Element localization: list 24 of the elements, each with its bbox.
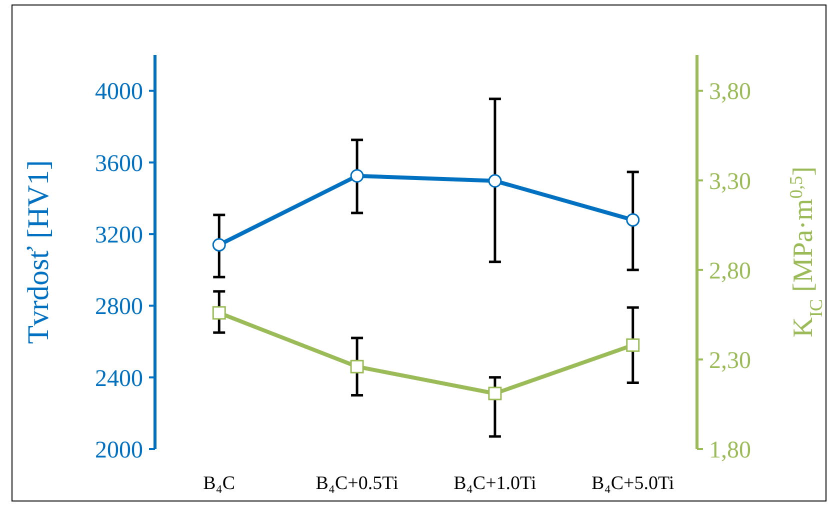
x-tick-label: B₄C+1.0Ti xyxy=(454,473,536,494)
point xyxy=(350,360,364,374)
y-tick-label: 3600 xyxy=(95,150,143,177)
x-tick-label: B₄C+0.5Ti xyxy=(316,473,398,494)
y2-tick-label: 3,80 xyxy=(709,79,751,106)
y-tick-label: 2400 xyxy=(95,366,143,392)
y-tick-label: 3200 xyxy=(95,222,143,248)
y-tick-label: 2000 xyxy=(95,437,143,464)
y2-tick-label: 2,30 xyxy=(709,348,751,374)
y2-tick-label: 1,80 xyxy=(709,437,751,464)
point xyxy=(488,386,502,400)
x-tick-label: B₄C xyxy=(203,473,236,494)
point xyxy=(488,174,502,188)
point xyxy=(626,213,640,227)
y2-tick-label: 2,80 xyxy=(709,258,751,284)
point xyxy=(626,338,640,352)
y-tick-label: 2800 xyxy=(95,294,143,320)
point xyxy=(212,238,226,252)
y-tick-label: 4000 xyxy=(95,79,143,106)
point xyxy=(350,169,364,183)
y2-tick-label: 3,30 xyxy=(709,168,751,195)
y-axis-title: Tvrdosť [HV1] xyxy=(22,160,55,344)
x-tick-label: B₄C+5.0Ti xyxy=(592,473,674,494)
point xyxy=(212,306,226,320)
